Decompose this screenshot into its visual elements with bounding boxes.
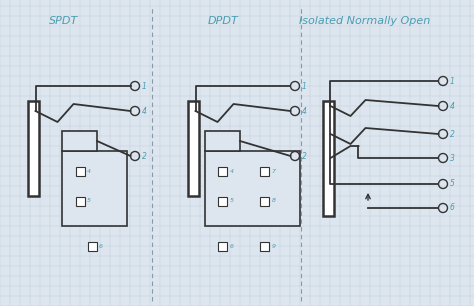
Text: 4: 4	[86, 169, 91, 174]
Text: DPDT: DPDT	[208, 17, 238, 26]
Bar	[205, 151, 300, 226]
Text: 1: 1	[450, 76, 455, 85]
Bar	[75, 166, 84, 176]
Bar	[188, 101, 199, 196]
Bar	[261, 196, 270, 206]
Bar	[261, 166, 270, 176]
Text: 4: 4	[450, 102, 455, 110]
Bar	[219, 241, 228, 251]
Bar	[75, 196, 84, 206]
Text: 7: 7	[272, 169, 275, 174]
Text: 9: 9	[272, 244, 275, 248]
Text: 5: 5	[86, 199, 91, 203]
Text: 1: 1	[142, 81, 147, 91]
Text: 8: 8	[272, 199, 275, 203]
Text: SPDT: SPDT	[49, 17, 79, 26]
Text: 4: 4	[302, 106, 307, 115]
Bar	[62, 151, 127, 226]
Text: 6: 6	[229, 244, 234, 248]
Text: 1: 1	[302, 81, 307, 91]
Bar	[205, 131, 240, 151]
Text: 6: 6	[99, 244, 102, 248]
Text: Isolated Normally Open: Isolated Normally Open	[300, 17, 430, 26]
Text: 5: 5	[229, 199, 234, 203]
Text: 2: 2	[302, 151, 307, 161]
Text: 3: 3	[450, 154, 455, 162]
Bar	[62, 131, 97, 151]
Bar	[323, 101, 334, 216]
Text: 5: 5	[450, 180, 455, 188]
Text: 6: 6	[450, 203, 455, 212]
Bar	[88, 241, 97, 251]
Text: 4: 4	[229, 169, 234, 174]
Bar	[28, 101, 39, 196]
Bar	[219, 196, 228, 206]
Text: 4: 4	[142, 106, 147, 115]
Bar	[261, 241, 270, 251]
Bar	[219, 166, 228, 176]
Text: 2: 2	[142, 151, 147, 161]
Text: 2: 2	[450, 129, 455, 139]
